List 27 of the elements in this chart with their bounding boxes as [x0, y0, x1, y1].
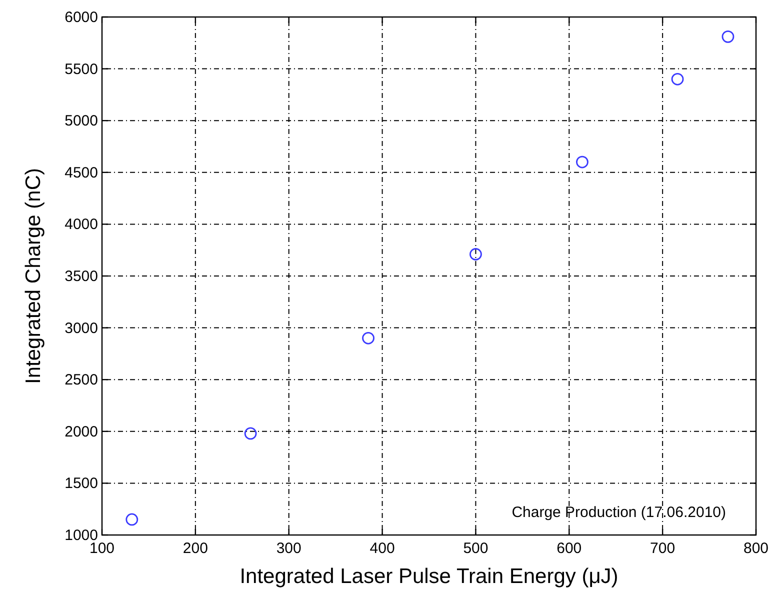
y-tick-label: 2000 [64, 423, 98, 440]
y-tick-label: 1500 [64, 475, 98, 492]
x-tick-label: 200 [182, 540, 208, 557]
x-tick-label: 300 [276, 540, 302, 557]
annotation: Charge Production (17.06.2010) [512, 504, 726, 521]
x-tick-label: 800 [743, 540, 769, 557]
y-axis-title: Integrated Charge (nC) [22, 168, 45, 384]
y-tick-label: 4000 [64, 216, 98, 234]
point [126, 513, 138, 526]
point [576, 156, 588, 168]
y-tick-label: 6000 [64, 9, 98, 26]
point [722, 30, 734, 43]
y-tick-label: 4500 [64, 164, 98, 182]
y-tick-label: 2500 [64, 372, 98, 389]
point [244, 427, 257, 440]
x-tick-label: 500 [463, 540, 488, 557]
y-tick-label: 3500 [64, 268, 98, 285]
point [470, 248, 482, 260]
x-tick-label: 400 [370, 540, 395, 557]
x-axis-title: Integrated Laser Pulse Train Energy (μJ) [240, 565, 618, 588]
y-tick-label: 5500 [64, 60, 98, 78]
point [671, 72, 684, 86]
x-tick-label: 700 [650, 540, 676, 557]
point [362, 332, 374, 344]
y-tick-label: 5000 [64, 112, 98, 130]
y-tick-label: 3000 [64, 320, 98, 337]
x-tick-label: 600 [556, 540, 582, 557]
